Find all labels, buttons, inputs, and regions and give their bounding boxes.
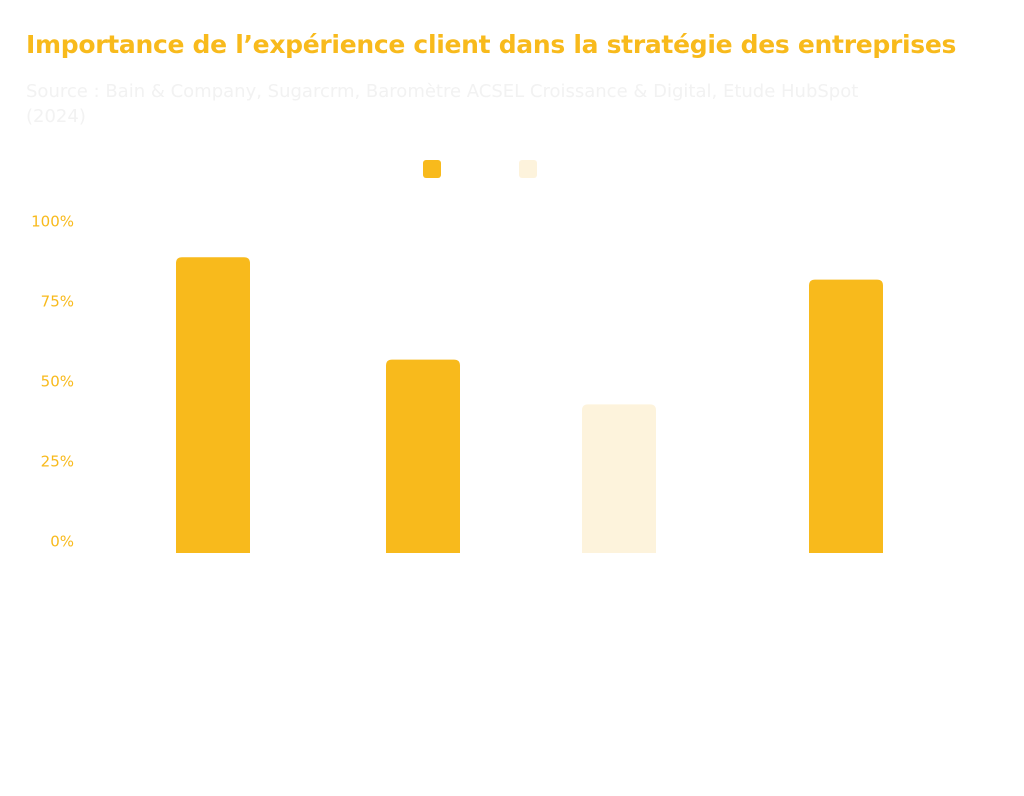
bars-group [176,257,883,553]
chart-subtitle: Source : Bain & Company, Sugarcrm, Barom… [26,81,859,127]
bar-4[interactable] [809,279,883,553]
bar-3[interactable] [582,404,656,553]
y-tick-label: 25% [41,453,74,471]
bar-2[interactable] [386,359,460,553]
legend-item-series-1[interactable] [423,160,449,178]
legend-swatch-series-2 [519,160,537,178]
y-axis: 0% 25% 50% 75% 100% [31,213,74,551]
y-tick-label: 50% [41,373,74,391]
y-tick-label: 75% [41,293,74,311]
chart-title: Importance de l’expérience client dans l… [26,30,957,59]
legend-item-series-2[interactable] [519,160,545,178]
y-tick-label: 100% [31,213,74,231]
y-tick-label: 0% [50,533,74,551]
legend-swatch-series-1 [423,160,441,178]
chart-legend [0,160,1024,180]
bar-1[interactable] [176,257,250,553]
